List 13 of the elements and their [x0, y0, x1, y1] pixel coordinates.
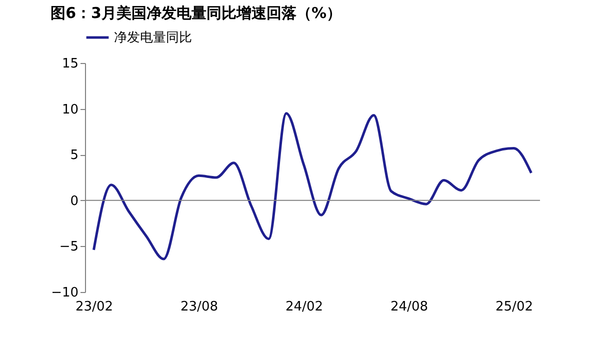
- y-tick-label: 10: [62, 102, 78, 118]
- y-tick-label: 15: [62, 56, 78, 72]
- y-tick-label: −10: [51, 286, 78, 300]
- y-tick-label: 0: [70, 194, 78, 209]
- y-tick-label: −5: [59, 240, 78, 255]
- x-tick-label: 25/02: [496, 300, 533, 314]
- x-tick-label: 24/08: [390, 300, 428, 314]
- chart-title: 图6：3月美国净发电量同比增速回落（%）: [50, 4, 342, 22]
- legend-label: 净发电量同比: [114, 30, 192, 46]
- x-tick-label: 23/02: [76, 300, 113, 314]
- x-tick-label: 24/02: [286, 300, 323, 314]
- y-tick-label: 5: [70, 148, 78, 164]
- x-tick-label: 23/08: [180, 300, 218, 314]
